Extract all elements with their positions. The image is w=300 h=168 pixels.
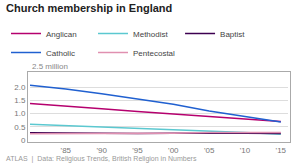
svg-text:Anglican: Anglican xyxy=(46,30,77,39)
svg-text:'90: '90 xyxy=(96,146,107,155)
svg-text:2.5 million: 2.5 million xyxy=(32,62,68,71)
svg-text:1.0: 1.0 xyxy=(14,109,26,118)
svg-text:'05: '05 xyxy=(204,146,215,155)
svg-text:'95: '95 xyxy=(132,146,143,155)
svg-text:Pentecostal: Pentecostal xyxy=(133,49,175,58)
svg-text:'15: '15 xyxy=(276,146,287,155)
svg-text:0: 0 xyxy=(21,136,26,145)
svg-text:Church membership in England: Church membership in England xyxy=(6,2,172,14)
svg-text:'00: '00 xyxy=(168,146,179,155)
svg-text:'10: '10 xyxy=(240,146,251,155)
svg-text:'85: '85 xyxy=(61,146,72,155)
svg-text:Baptist: Baptist xyxy=(220,30,245,39)
svg-text:Methodist: Methodist xyxy=(133,30,168,39)
svg-text:Catholic: Catholic xyxy=(46,49,75,58)
svg-text:0.5: 0.5 xyxy=(14,123,26,132)
svg-text:1.5: 1.5 xyxy=(14,96,26,105)
svg-text:2.0: 2.0 xyxy=(14,83,26,92)
svg-text:ATLAS | Data: Religious Tren: ATLAS | Data: Religious Trends, British … xyxy=(6,155,197,163)
